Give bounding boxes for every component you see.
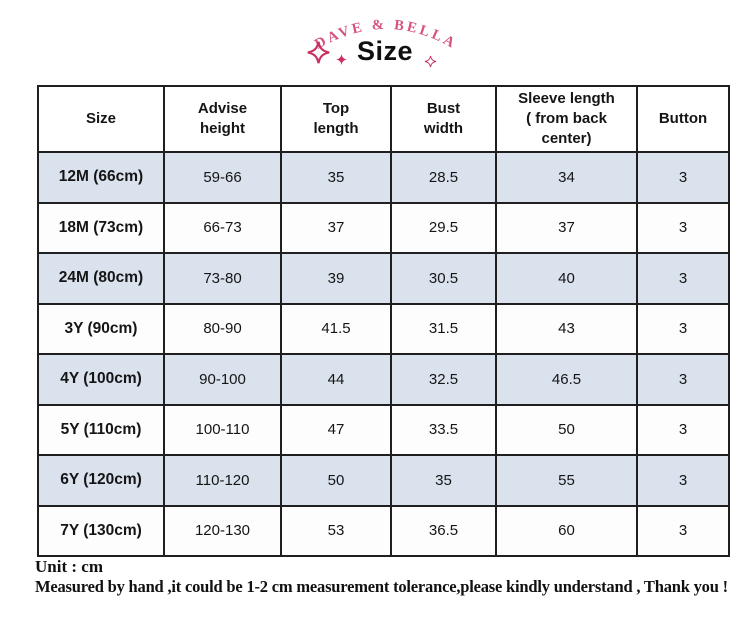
sparkle-filled-icon bbox=[336, 54, 347, 65]
value-cell: 59-66 bbox=[163, 151, 282, 204]
value-cell: 35 bbox=[280, 151, 392, 204]
size-cell: 18M (73cm) bbox=[37, 201, 165, 254]
value-cell: 66-73 bbox=[163, 201, 282, 254]
sparkle-outline-icon bbox=[424, 55, 437, 68]
value-cell: 44 bbox=[280, 353, 392, 406]
value-cell: 31.5 bbox=[390, 302, 497, 355]
value-cell: 73-80 bbox=[163, 252, 282, 305]
value-cell: 33.5 bbox=[390, 403, 497, 456]
size-cell: 3Y (90cm) bbox=[37, 302, 165, 355]
table-row: 6Y (120cm) 110-120 50 35 55 3 bbox=[37, 454, 730, 507]
size-cell: 12M (66cm) bbox=[37, 151, 165, 204]
value-cell: 120-130 bbox=[163, 504, 282, 557]
value-cell: 29.5 bbox=[390, 201, 497, 254]
size-chart-table: Size Advise height Top length Bust width Sle… bbox=[37, 85, 730, 557]
sparkle-outline-icon bbox=[307, 41, 330, 64]
value-cell: 37 bbox=[280, 201, 392, 254]
size-cell: 7Y (130cm) bbox=[37, 504, 165, 557]
value-cell: 3 bbox=[636, 151, 730, 204]
value-cell: 35 bbox=[390, 454, 497, 507]
size-table-body: 12M (66cm) 59-66 35 28.5 34 3 18M (73cm) 66-73 3… bbox=[37, 151, 730, 557]
value-cell: 3 bbox=[636, 302, 730, 355]
value-cell: 37 bbox=[495, 201, 638, 254]
column-header: Bust width bbox=[390, 85, 497, 153]
unit-label: Unit : cm bbox=[35, 557, 103, 576]
value-cell: 3 bbox=[636, 201, 730, 254]
value-cell: 43 bbox=[495, 302, 638, 355]
size-cell: 5Y (110cm) bbox=[37, 403, 165, 456]
column-header: Button bbox=[636, 85, 730, 153]
header-row: Size Advise height Top length Bust width Sle… bbox=[37, 85, 730, 153]
column-header: Top length bbox=[280, 85, 392, 153]
value-cell: 34 bbox=[495, 151, 638, 204]
value-cell: 50 bbox=[280, 454, 392, 507]
value-cell: 50 bbox=[495, 403, 638, 456]
value-cell: 28.5 bbox=[390, 151, 497, 204]
tolerance-note: Measured by hand ,it could be 1-2 cm mea… bbox=[35, 577, 728, 596]
value-cell: 55 bbox=[495, 454, 638, 507]
column-header: Size bbox=[37, 85, 165, 153]
value-cell: 60 bbox=[495, 504, 638, 557]
size-cell: 4Y (100cm) bbox=[37, 353, 165, 406]
value-cell: 41.5 bbox=[280, 302, 392, 355]
value-cell: 36.5 bbox=[390, 504, 497, 557]
size-cell: 6Y (120cm) bbox=[37, 454, 165, 507]
table-row: 24M (80cm) 73-80 39 30.5 40 3 bbox=[37, 252, 730, 305]
value-cell: 3 bbox=[636, 504, 730, 557]
value-cell: 100-110 bbox=[163, 403, 282, 456]
size-cell: 24M (80cm) bbox=[37, 252, 165, 305]
footer-notes: Unit : cm Measured by hand ,it could be … bbox=[35, 557, 741, 597]
table-row: 5Y (110cm) 100-110 47 33.5 50 3 bbox=[37, 403, 730, 456]
table-row: 18M (73cm) 66-73 37 29.5 37 3 bbox=[37, 201, 730, 254]
table-row: 4Y (100cm) 90-100 44 32.5 46.5 3 bbox=[37, 353, 730, 406]
value-cell: 47 bbox=[280, 403, 392, 456]
value-cell: 46.5 bbox=[495, 353, 638, 406]
value-cell: 90-100 bbox=[163, 353, 282, 406]
value-cell: 3 bbox=[636, 252, 730, 305]
value-cell: 3 bbox=[636, 454, 730, 507]
value-cell: 32.5 bbox=[390, 353, 497, 406]
value-cell: 3 bbox=[636, 353, 730, 406]
table-header: Size Advise height Top length Bust width Sle… bbox=[37, 85, 730, 153]
brand-logo: DAVE & BELLA bbox=[312, 17, 457, 53]
value-cell: 80-90 bbox=[163, 302, 282, 355]
table-row: 7Y (130cm) 120-130 53 36.5 60 3 bbox=[37, 504, 730, 557]
table-row: 3Y (90cm) 80-90 41.5 31.5 43 3 bbox=[37, 302, 730, 355]
value-cell: 39 bbox=[280, 252, 392, 305]
column-header: Sleeve length ( from back center) bbox=[495, 85, 638, 153]
value-cell: 3 bbox=[636, 403, 730, 456]
value-cell: 53 bbox=[280, 504, 392, 557]
page-title: Size bbox=[356, 36, 414, 66]
column-header: Advise height bbox=[163, 85, 282, 153]
table-row: 12M (66cm) 59-66 35 28.5 34 3 bbox=[37, 151, 730, 204]
value-cell: 30.5 bbox=[390, 252, 497, 305]
value-cell: 40 bbox=[495, 252, 638, 305]
value-cell: 110-120 bbox=[163, 454, 282, 507]
